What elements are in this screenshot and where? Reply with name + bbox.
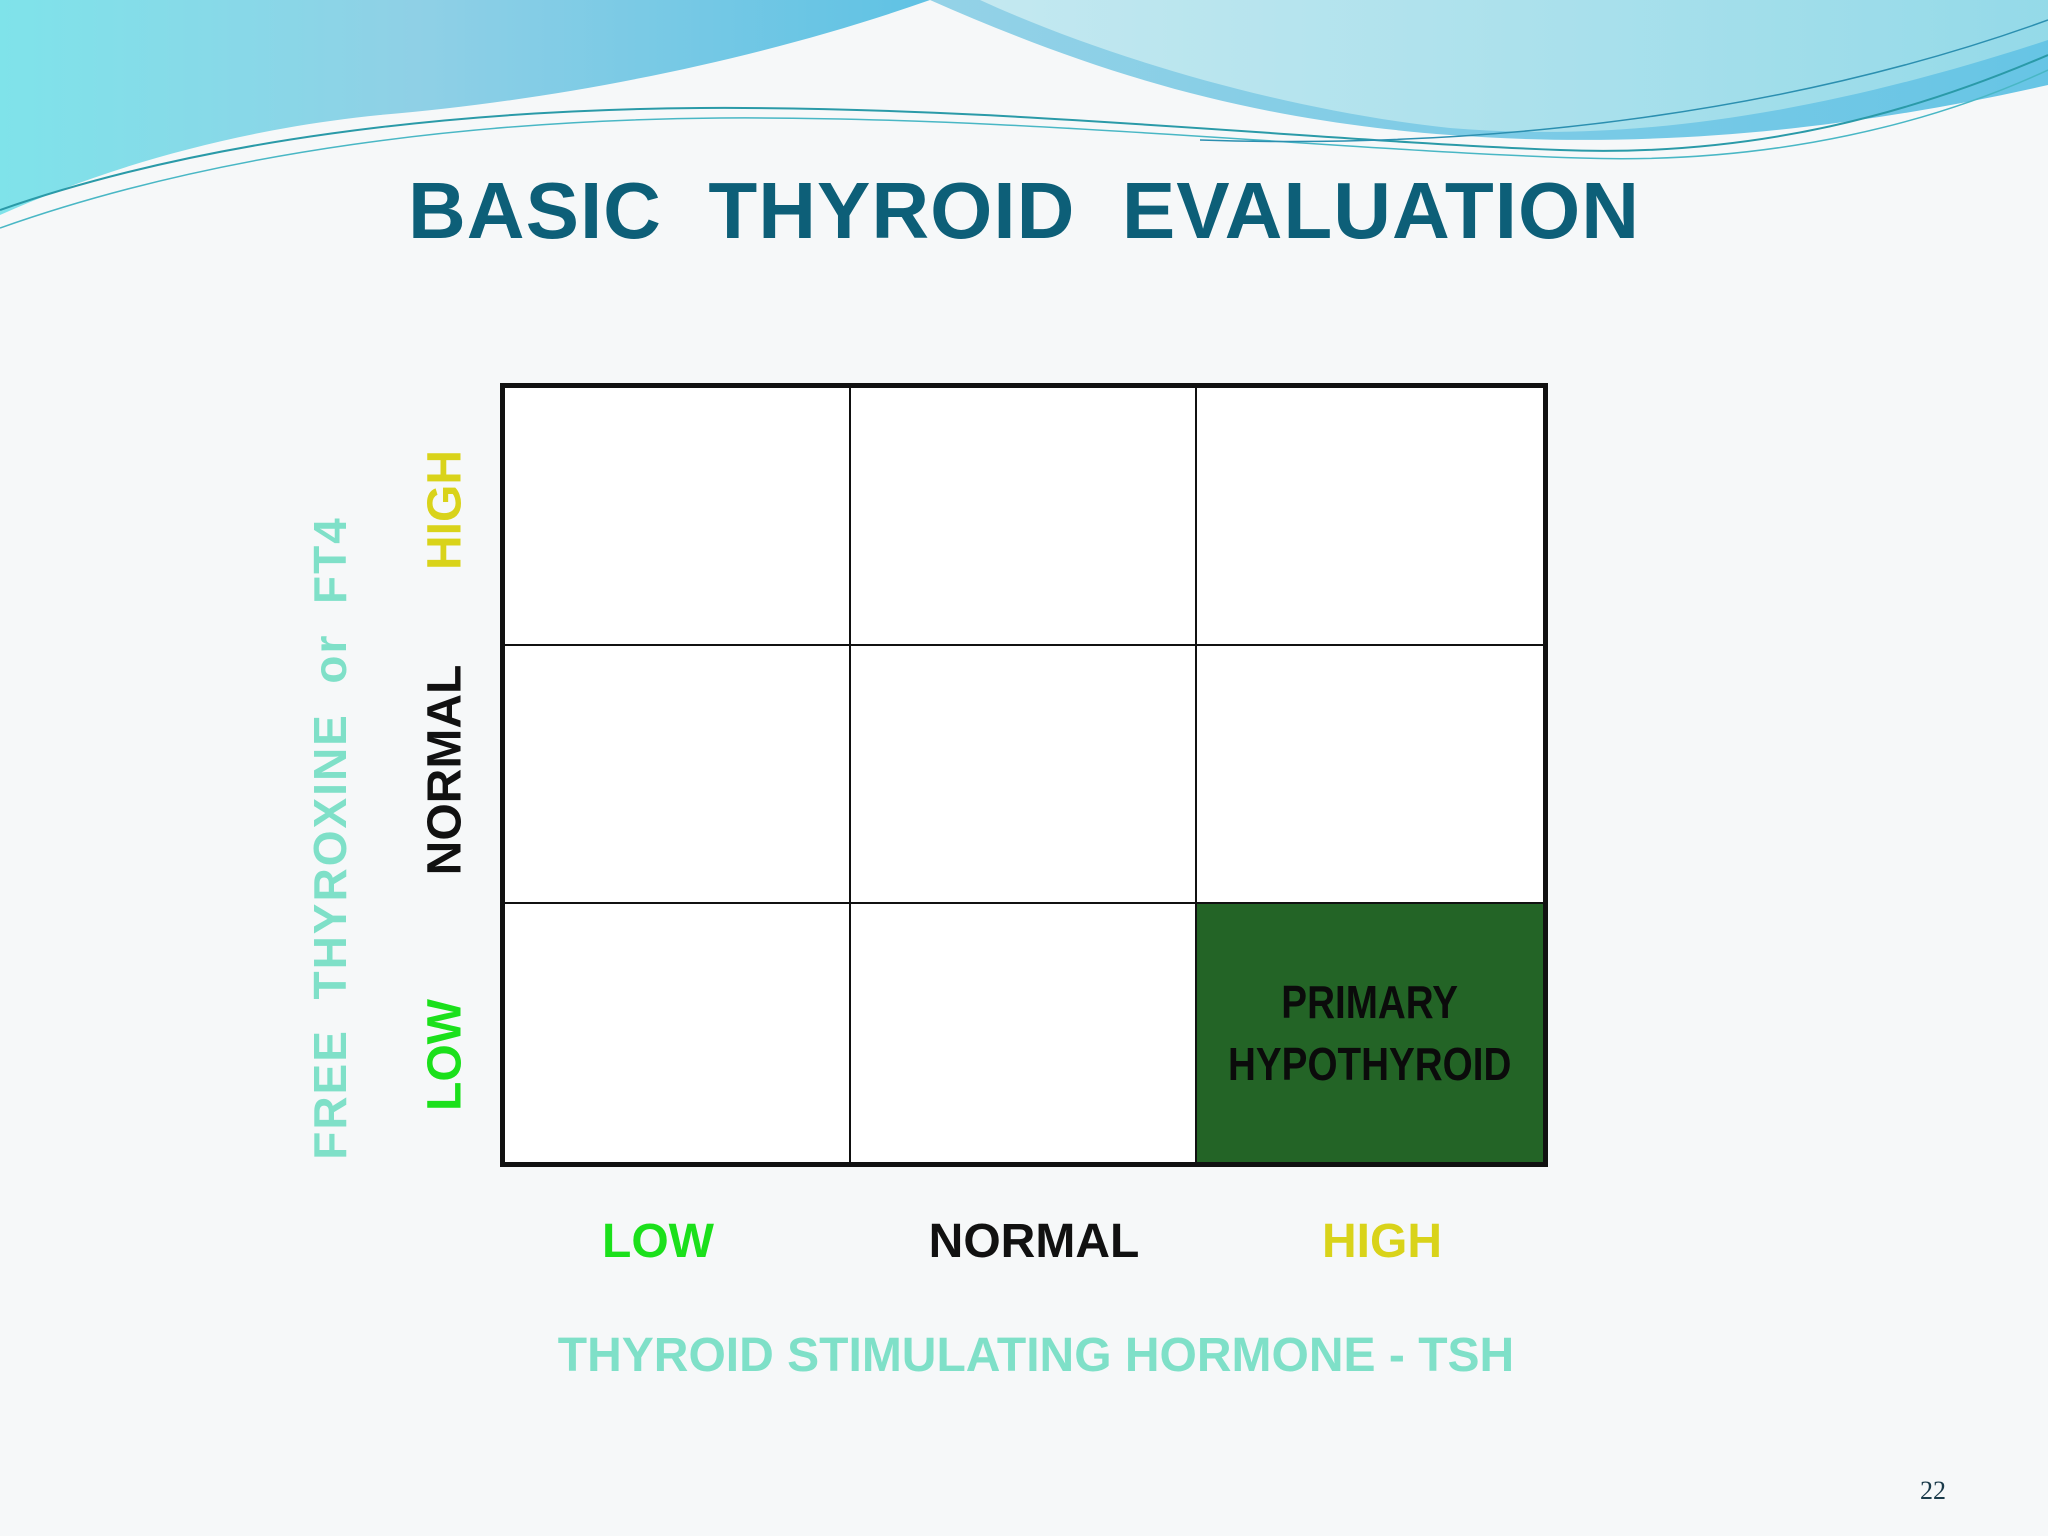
y-axis-title: FREE THYROXINE or FT4 <box>304 516 356 1160</box>
x-level-high: HIGH <box>1322 1215 1442 1268</box>
cell-label-line1: PRIMARY <box>1281 976 1459 1028</box>
y-level-low: LOW <box>418 999 472 1111</box>
grid-cell-normal-high <box>1197 646 1543 904</box>
grid-cell-normal-normal <box>851 646 1197 904</box>
grid-cell-low-normal <box>851 904 1197 1162</box>
page-number: 22 <box>1920 1476 1946 1505</box>
y-level-high: HIGH <box>418 450 472 570</box>
cell-label-line2: HYPOTHYROID <box>1228 1038 1512 1090</box>
grid-cell-high-normal <box>851 388 1197 646</box>
slide-title: BASIC THYROID EVALUATION <box>408 166 1640 255</box>
grid-cell-primary-hypothyroid: PRIMARY HYPOTHYROID <box>1197 904 1543 1162</box>
grid-cell-high-high <box>1197 388 1543 646</box>
grid-cell-high-low <box>505 388 851 646</box>
grid-cell-low-low <box>505 904 851 1162</box>
x-level-low: LOW <box>602 1215 714 1268</box>
x-axis-title: THYROID STIMULATING HORMONE - TSH <box>557 1329 1515 1382</box>
grid-cell-normal-low <box>505 646 851 904</box>
primary-hypothyroid-label: PRIMARY HYPOTHYROID <box>1228 971 1511 1095</box>
evaluation-grid: PRIMARY HYPOTHYROID <box>500 383 1548 1167</box>
x-level-normal: NORMAL <box>928 1215 1140 1268</box>
header-wave-decoration <box>0 0 2048 229</box>
y-level-normal: NORMAL <box>418 664 472 876</box>
